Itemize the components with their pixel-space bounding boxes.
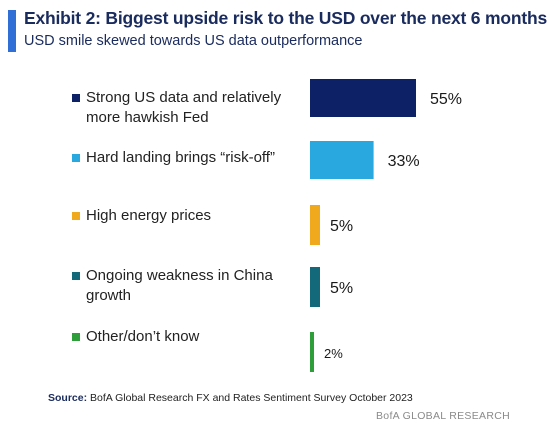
chart-subtitle: USD smile skewed towards US data outperf…: [24, 33, 363, 49]
source-label: Source:: [48, 392, 88, 404]
legend-swatch: [72, 94, 80, 102]
legend-item-china-growth: Ongoing weakness in China growth: [72, 266, 306, 306]
bar-1: [310, 79, 416, 117]
legend-label: Hard landing brings “risk-off”: [86, 149, 275, 166]
brand-footer: BofA GLOBAL RESEARCH: [376, 410, 510, 422]
bar-value-label: 2%: [324, 346, 343, 361]
bar-value-label: 55%: [430, 91, 462, 108]
legend-item-hard-landing: Hard landing brings “risk-off”: [72, 148, 306, 168]
legend-swatch: [72, 212, 80, 220]
legend-item-other: Other/don’t know: [72, 327, 306, 347]
source-text: BofA Global Research FX and Rates Sentim…: [90, 392, 413, 404]
legend-item-energy-prices: High energy prices: [72, 206, 306, 226]
legend-label: Strong US data and relatively more hawki…: [86, 89, 282, 126]
bar-2: [310, 141, 374, 179]
legend-label: Ongoing weakness in China growth: [86, 267, 273, 304]
bar-value-label: 5%: [330, 280, 353, 297]
source-note: Source: BofA Global Research FX and Rate…: [48, 392, 413, 404]
legend-label: High energy prices: [86, 207, 212, 224]
legend-label: Other/don’t know: [86, 328, 200, 345]
bar-value-label: 33%: [388, 153, 420, 170]
legend-swatch: [72, 272, 80, 280]
legend-item-strong-us-data: Strong US data and relatively more hawki…: [72, 88, 306, 128]
title-accent-bar: [8, 10, 16, 52]
chart-title: Exhibit 2: Biggest upside risk to the US…: [24, 8, 547, 28]
legend-swatch: [72, 333, 80, 341]
bar-3: [310, 205, 320, 245]
legend-swatch: [72, 154, 80, 162]
bar-value-label: 5%: [330, 218, 353, 235]
bar-5: [310, 332, 314, 372]
bar-4: [310, 267, 320, 307]
